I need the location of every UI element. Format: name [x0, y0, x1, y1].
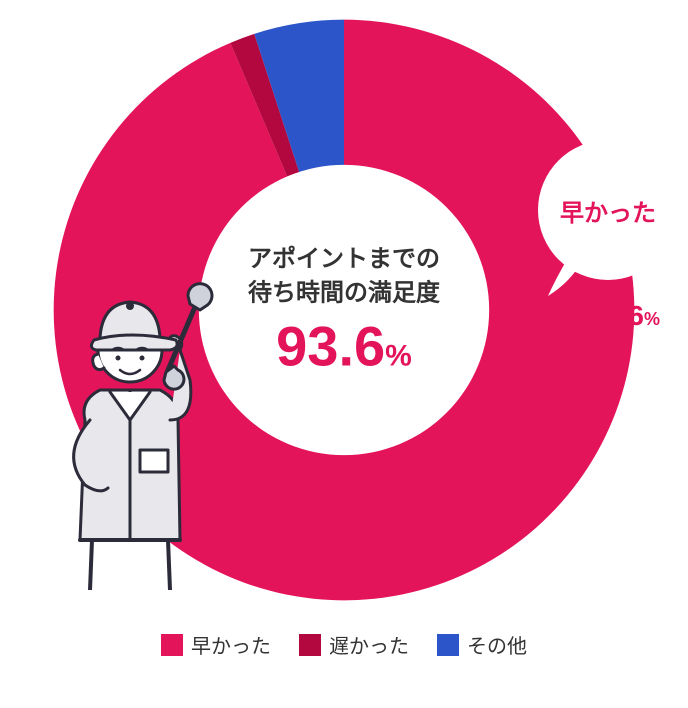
- center-value-number: 93.6: [276, 315, 385, 378]
- legend-label: 遅かった: [329, 630, 409, 659]
- legend-label: 早かった: [191, 630, 271, 659]
- legend-item: 早かった: [161, 630, 271, 659]
- center-value-pct-sign: %: [385, 340, 412, 373]
- callout-bubble-tail: [548, 258, 588, 298]
- callout-bubble-text: 早かった: [560, 193, 656, 228]
- legend-label: その他: [467, 630, 527, 659]
- callout-bubble: 早かった: [538, 140, 678, 280]
- legend-swatch: [161, 634, 183, 656]
- worker-illustration: [30, 270, 230, 590]
- center-title-line1: アポイントまでの: [248, 243, 440, 277]
- callout-value-pct-sign: %: [644, 309, 660, 329]
- chart-area: アポイントまでの 待ち時間の満足度 93.6% 早かった 93.6%: [0, 0, 688, 620]
- center-title-line2: 待ち時間の満足度: [248, 276, 440, 310]
- callout-value: 93.6%: [589, 300, 660, 332]
- legend-swatch: [437, 634, 459, 656]
- legend-swatch: [299, 634, 321, 656]
- legend-item: 遅かった: [299, 630, 409, 659]
- callout-value-number: 93.6: [589, 300, 644, 331]
- legend: 早かった 遅かった その他: [0, 620, 688, 659]
- center-label: アポイントまでの 待ち時間の満足度 93.6%: [248, 243, 440, 378]
- center-value: 93.6%: [248, 316, 440, 378]
- legend-item: その他: [437, 630, 527, 659]
